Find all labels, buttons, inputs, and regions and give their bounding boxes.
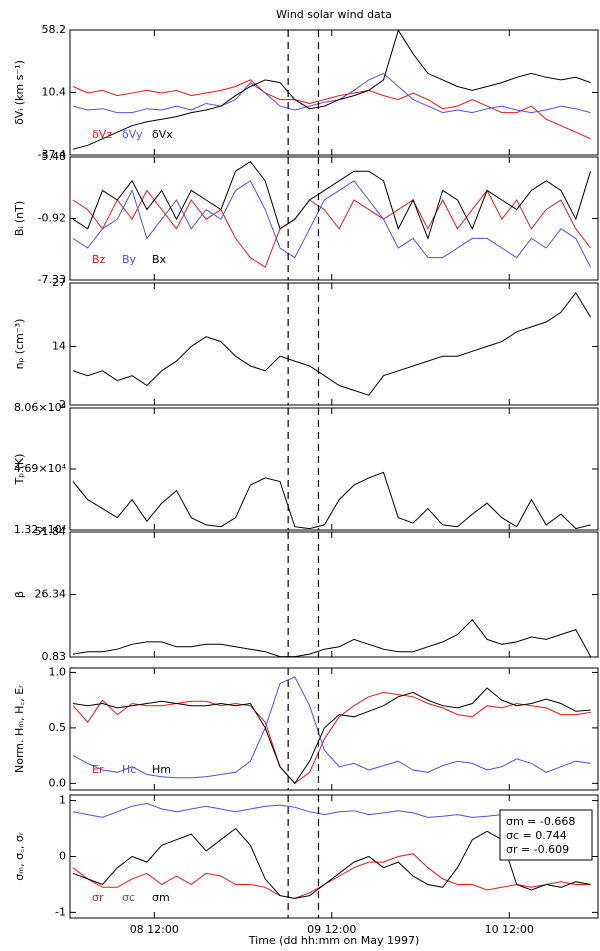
data-line (72, 291, 592, 396)
annotation-box (499, 809, 593, 861)
y-tick-label: 27 (52, 276, 66, 289)
data-line (72, 160, 592, 240)
data-line (72, 72, 591, 114)
y-tick-label: 51.84 (35, 525, 67, 538)
data-line (72, 29, 591, 150)
annotation: σc = 0.744 (506, 829, 567, 842)
y-tick-label: 1 (59, 794, 66, 807)
legend-entry: σm (152, 891, 170, 904)
y-tick-label: 0.5 (49, 721, 67, 734)
y-tick-label: 4.69×10⁴ (14, 462, 67, 475)
data-line (72, 471, 591, 530)
y-tick-label: 0 (59, 850, 66, 863)
y-tick-label: 0.83 (42, 650, 67, 663)
y-tick-label: -37.4 (38, 148, 66, 161)
legend-entry: By (122, 253, 137, 266)
annotation: σr = -0.609 (506, 843, 569, 856)
panel-frame (69, 407, 599, 531)
legend-entry: σc (122, 891, 135, 904)
y-tick-label: 1.32×10⁴ (14, 523, 67, 536)
panel-frame (69, 156, 599, 281)
legend-entry: Hm (152, 763, 171, 776)
x-axis-label: Time (dd hh:mm on May 1997) (248, 934, 419, 947)
data-line (72, 687, 591, 785)
panel-frame (69, 282, 599, 406)
y-axis-label: Tₚ (K) (13, 454, 26, 486)
data-line (72, 853, 591, 899)
panel-frame (69, 794, 599, 919)
y-tick-label: 0.0 (49, 776, 67, 789)
legend-entry: Bz (92, 253, 106, 266)
data-line (72, 189, 591, 268)
legend-entry: δVy (122, 128, 143, 141)
y-tick-label: 14 (52, 339, 66, 352)
data-line (72, 180, 592, 268)
y-axis-label: β (13, 591, 26, 598)
y-axis-label: nₚ (cm⁻³) (13, 319, 26, 370)
annotation: σm = -0.668 (506, 815, 575, 828)
y-tick-label: 26.34 (35, 587, 67, 600)
y-tick-label: 10.4 (42, 86, 67, 99)
panel-frame (69, 531, 599, 658)
y-tick-label: 1.0 (49, 665, 67, 678)
y-tick-label: 58.2 (42, 23, 67, 36)
legend-entry: δVz (92, 128, 112, 141)
data-line (72, 619, 592, 658)
panel-frame (69, 29, 599, 156)
y-tick-label: -0.92 (38, 211, 66, 224)
data-line (72, 676, 591, 779)
y-tick-label: 2 (59, 398, 66, 411)
chart-title: Wind solar wind data (276, 8, 392, 21)
x-tick-label: 09 12:00 (307, 923, 356, 936)
y-axis-label: Bᵢ (nT) (13, 201, 26, 236)
y-tick-label: -1 (55, 905, 66, 918)
panel-frame (69, 667, 599, 791)
y-axis-label: σₘ, σ꜀, σᵣ (13, 832, 26, 881)
legend-entry: Hc (122, 763, 136, 776)
legend-entry: σr (92, 891, 104, 904)
data-line (72, 79, 591, 140)
y-tick-label: -7.33 (38, 273, 66, 286)
y-axis-label: δVᵢ (km s⁻¹) (13, 60, 26, 125)
x-tick-label: 08 12:00 (130, 923, 179, 936)
legend-entry: δVx (152, 128, 173, 141)
x-tick-label: 10 12:00 (485, 923, 534, 936)
data-line (72, 691, 591, 784)
legend-entry: Er (92, 763, 104, 776)
y-axis-label: Norm. Hₘ, H꜀, Eᵣ (13, 685, 26, 773)
legend-entry: Bx (152, 253, 167, 266)
y-tick-label: 8.06×10⁴ (14, 401, 67, 414)
y-tick-label: 5.48 (42, 150, 67, 163)
